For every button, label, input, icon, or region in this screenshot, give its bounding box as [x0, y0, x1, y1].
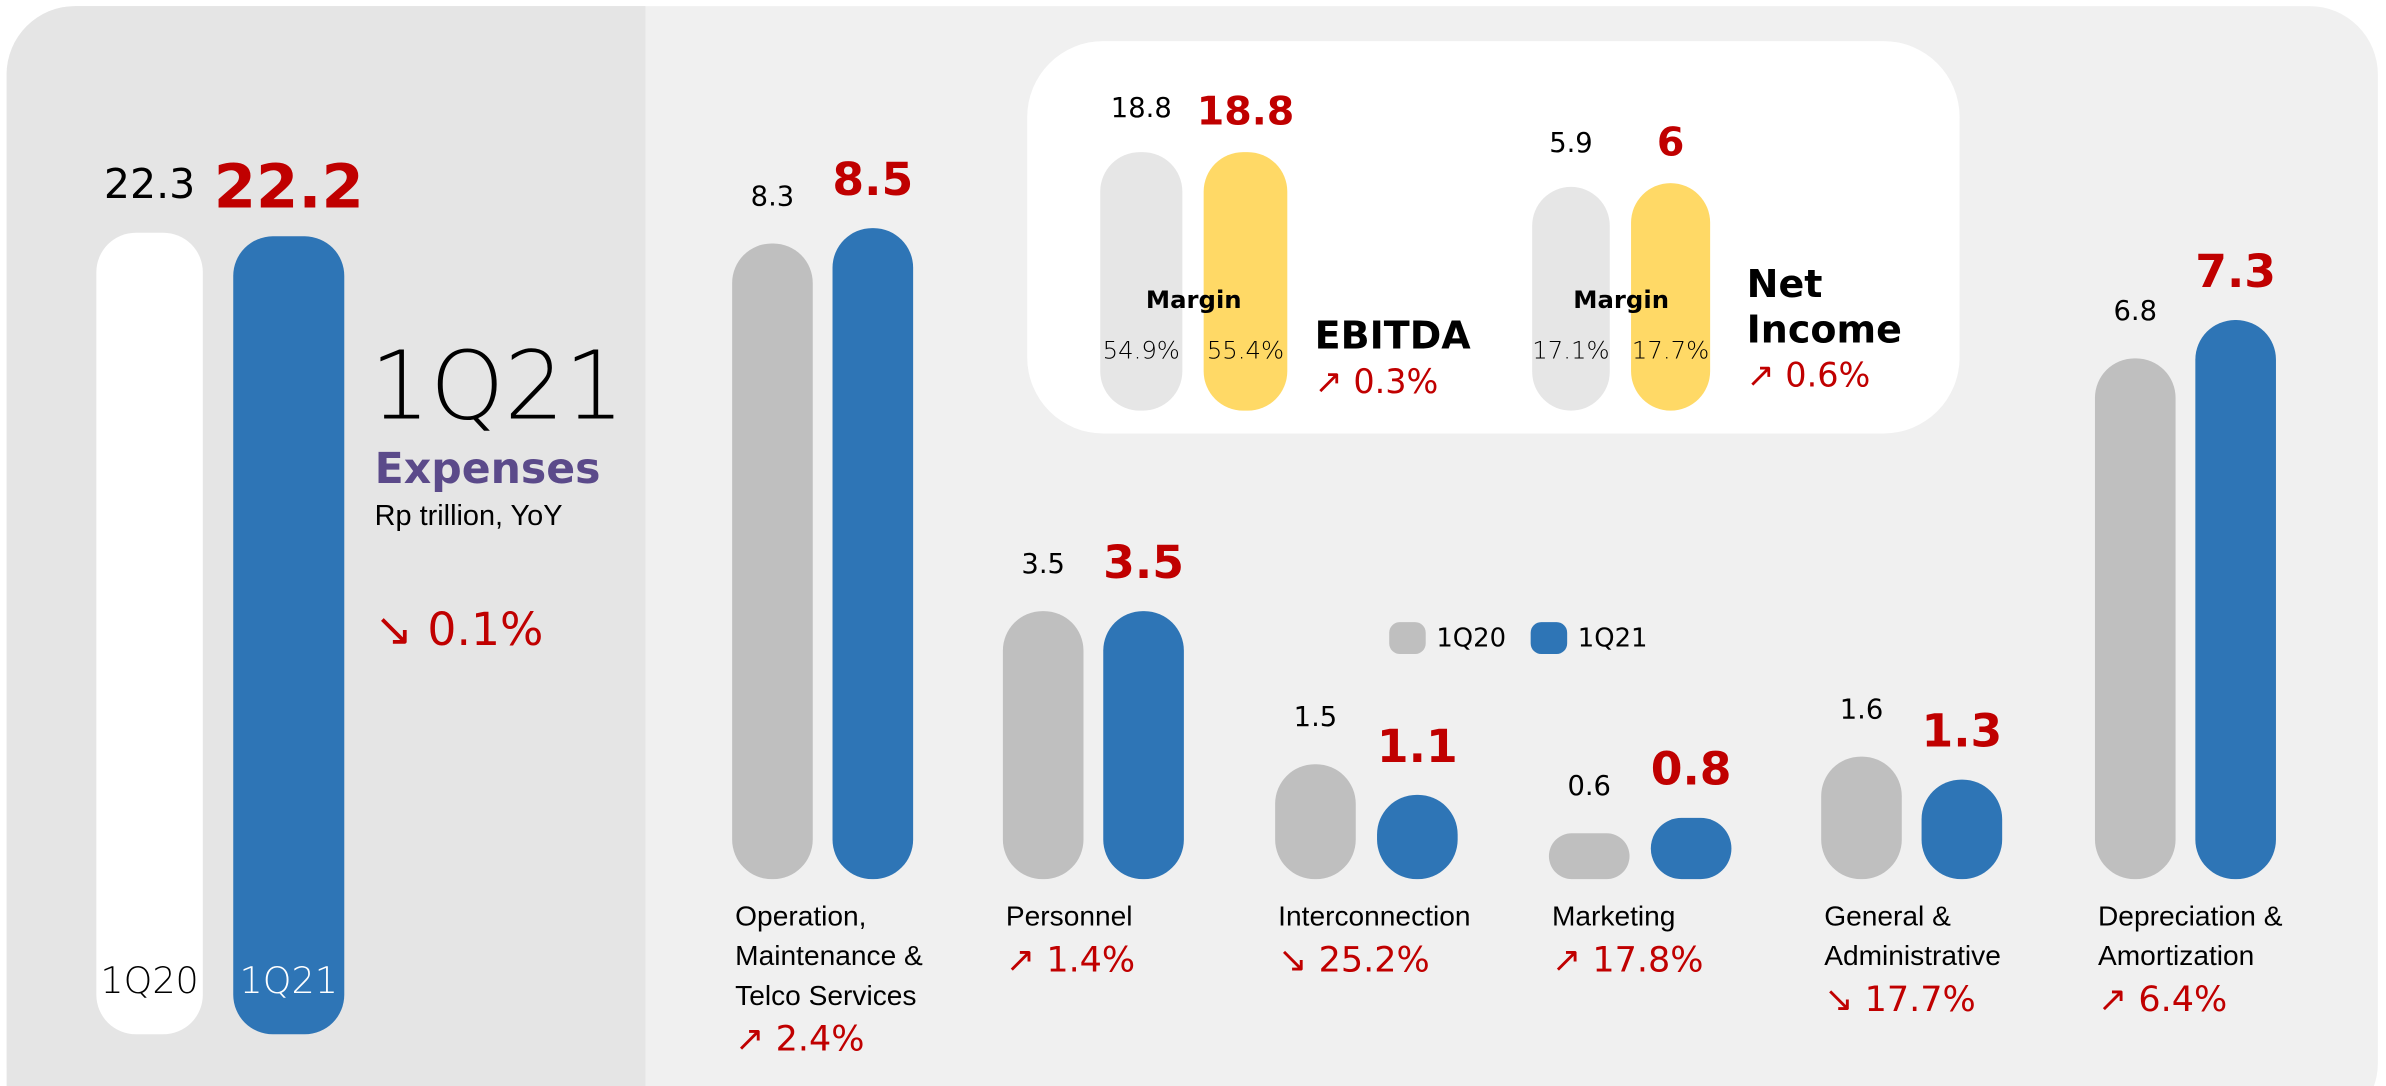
- category-change: ↘ 25.2%: [1278, 940, 1430, 980]
- bar: [233, 236, 345, 1035]
- value-label: 1.5: [1294, 702, 1338, 733]
- value-label: 1.6: [1840, 694, 1884, 725]
- bar: [1203, 152, 1288, 411]
- bar: [1002, 611, 1084, 880]
- highlight-name: EBITDA: [1315, 313, 1472, 357]
- summary-subtitle: Expenses: [375, 444, 601, 494]
- value-label: 18.8: [1111, 93, 1172, 124]
- legend-swatch: [1530, 622, 1568, 655]
- bar-name: 1Q21: [240, 959, 338, 1002]
- value-label: 22.3: [104, 160, 195, 208]
- bar: [1275, 764, 1356, 880]
- bar: [1377, 794, 1458, 880]
- margin-value: 17.7%: [1632, 335, 1709, 364]
- value-label: 6.8: [2114, 296, 2158, 327]
- bar: [1532, 186, 1610, 411]
- category-change: ↗ 6.4%: [2098, 980, 2227, 1020]
- bar: [1631, 183, 1711, 411]
- category-label: Marketing: [1552, 901, 1675, 932]
- bar-name: 1Q20: [100, 959, 198, 1002]
- bar: [2195, 320, 2276, 880]
- category-label: Operation, Maintenance & Telco Services: [735, 901, 930, 1011]
- bar: [96, 232, 203, 1035]
- value-label: 5.9: [1549, 128, 1593, 159]
- margin-value: 17.1%: [1532, 335, 1609, 364]
- value-label: 0.8: [1651, 743, 1732, 796]
- margin-value: 55.4%: [1207, 335, 1284, 364]
- margin-value: 54.9%: [1103, 335, 1180, 364]
- summary-title: 1Q21: [370, 331, 624, 441]
- bar: [732, 243, 813, 880]
- category-label: Personnel: [1006, 901, 1133, 932]
- value-label: 7.3: [2195, 245, 2276, 298]
- highlight-change: ↗ 0.3%: [1315, 362, 1439, 401]
- value-label: 3.5: [1103, 536, 1184, 589]
- category-change: ↗ 17.8%: [1552, 940, 1704, 980]
- legend-swatch: [1389, 622, 1426, 655]
- legend-label: 1Q21: [1578, 623, 1648, 653]
- margin-label: Margin: [1146, 285, 1242, 314]
- margin-label: Margin: [1573, 285, 1669, 314]
- bar: [2094, 358, 2176, 880]
- value-label: 1.1: [1377, 720, 1458, 773]
- category-label: Depreciation & Amortization: [2098, 901, 2290, 972]
- value-label: 8.3: [751, 181, 795, 212]
- highlight-change: ↗ 0.6%: [1747, 356, 1871, 395]
- legend-label: 1Q20: [1436, 623, 1506, 653]
- summary-unit: Rp trillion, YoY: [375, 500, 563, 532]
- bar: [1921, 779, 2003, 880]
- bar: [832, 228, 914, 880]
- category-change: ↘ 17.7%: [1824, 980, 1976, 1020]
- value-label: 3.5: [1021, 549, 1065, 580]
- bar: [1650, 817, 1732, 880]
- value-label: 6: [1657, 120, 1685, 166]
- category-change: ↗ 1.4%: [1006, 940, 1135, 980]
- value-label: 0.6: [1567, 771, 1611, 802]
- bar: [1821, 756, 1902, 880]
- category-label: General & Administrative: [1824, 901, 2001, 972]
- bar: [1103, 611, 1184, 880]
- bar: [1548, 833, 1630, 880]
- highlight-name: Net Income: [1747, 261, 1902, 351]
- value-label: 1.3: [1921, 704, 2002, 757]
- category-change: ↗ 2.4%: [735, 1019, 864, 1059]
- value-label: 8.5: [832, 153, 913, 206]
- bar: [1100, 152, 1183, 411]
- value-label: 18.8: [1197, 89, 1295, 135]
- value-label: 22.2: [214, 152, 364, 222]
- summary-change: ↘ 0.1%: [375, 603, 544, 656]
- category-label: Interconnection: [1278, 901, 1470, 932]
